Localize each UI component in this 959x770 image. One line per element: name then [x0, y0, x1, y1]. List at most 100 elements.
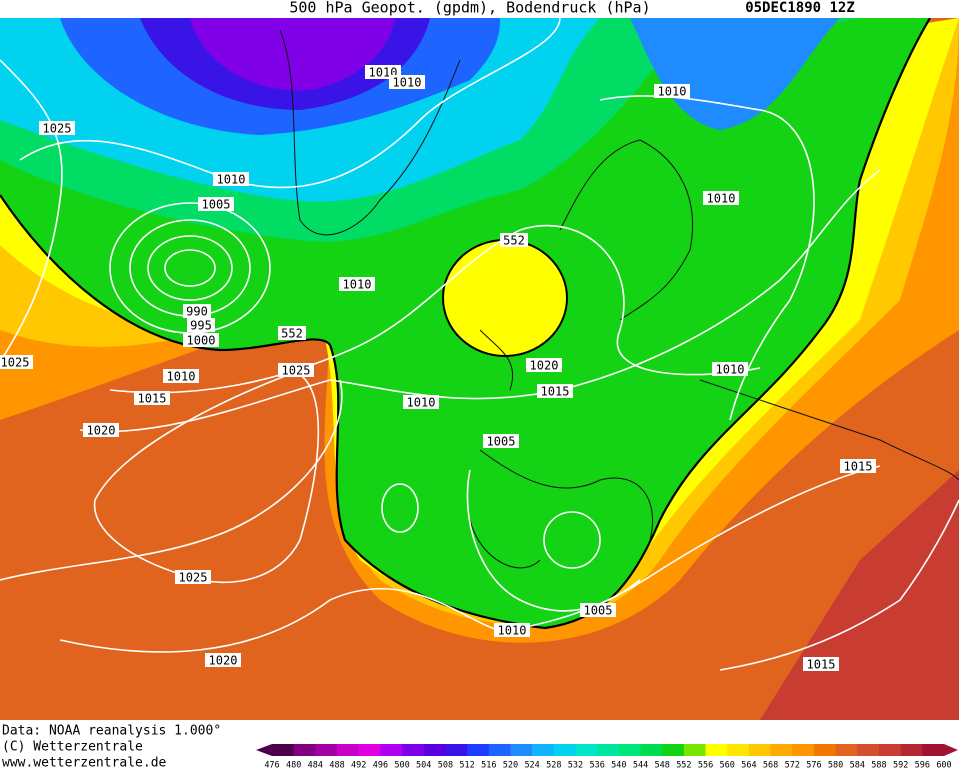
- colorbar-swatch: [727, 744, 750, 756]
- colorbar-label: 508: [438, 761, 453, 770]
- colorbar-swatch: [402, 744, 425, 756]
- isobar-label: 1025: [282, 364, 311, 378]
- colorbar-swatch: [380, 744, 403, 756]
- map-date: 05DEC1890 12Z: [745, 0, 855, 16]
- isobar-label-box: [187, 318, 215, 332]
- colorbar-label: 596: [915, 761, 930, 770]
- isobar-label: 990: [186, 305, 208, 319]
- colorbar-swatch: [293, 744, 316, 756]
- colorbar-label: 496: [373, 761, 388, 770]
- colorbar-label: 532: [568, 761, 583, 770]
- isobar-label-box: [0, 355, 33, 369]
- isobar-label-box: [205, 653, 241, 667]
- isobar-label: 1025: [179, 571, 208, 585]
- colorbar-swatch: [532, 744, 555, 756]
- isobar-label: 1020: [87, 424, 116, 438]
- colorbar-label: 480: [286, 761, 301, 770]
- isobar-label: 1015: [541, 385, 570, 399]
- isobar-label: 1020: [209, 654, 238, 668]
- colorbar-label: 516: [481, 761, 496, 770]
- website: www.wetterzentrale.de: [2, 756, 167, 770]
- colorbar-swatch: [553, 744, 576, 756]
- colorbar-swatch: [640, 744, 663, 756]
- colorbar-swatch: [662, 744, 685, 756]
- colorbar-label: 556: [698, 761, 713, 770]
- colorbar-arrow: [256, 744, 272, 756]
- isobar-label: 1005: [584, 604, 613, 618]
- colorbar-label: 540: [611, 761, 626, 770]
- colorbar-label: 584: [850, 761, 865, 770]
- isobar-label-box: [494, 623, 530, 637]
- isobar-label: 1010: [707, 192, 736, 206]
- isobar-label: 1000: [187, 334, 216, 348]
- colorbar: 476 480 484 488 492 496 500 504 508 512 516 520 524 5…: [256, 744, 958, 770]
- isobar-label: 1010: [343, 278, 372, 292]
- isobar-label: 1015: [138, 392, 167, 406]
- isobar-label: 1005: [202, 198, 231, 212]
- isobar-label-box: [163, 369, 199, 383]
- isobar-label-box: [278, 363, 314, 377]
- colorbar-label: 580: [828, 761, 843, 770]
- isobar-label: 552: [503, 234, 525, 248]
- colorbar-swatch: [705, 744, 728, 756]
- isobar-label: 1025: [1, 356, 30, 370]
- isobar-label-box: [213, 172, 249, 186]
- isobar-label-box: [500, 233, 528, 247]
- colorbar-label: 588: [871, 761, 886, 770]
- isobar-label-box: [840, 459, 876, 473]
- colorbar-label: 552: [676, 761, 691, 770]
- colorbar-swatch: [575, 744, 598, 756]
- colorbar-swatch: [792, 744, 815, 756]
- isobar-label-box: [580, 603, 616, 617]
- isobar-label-box: [278, 326, 306, 340]
- colorbar-swatch: [813, 744, 837, 756]
- colorbar-swatch: [770, 744, 793, 756]
- colorbar-label: 536: [589, 761, 604, 770]
- isobar-label-box: [712, 362, 748, 376]
- colorbar-swatch: [423, 744, 446, 756]
- colorbar-label: 488: [329, 761, 344, 770]
- isobar-label-box: [134, 391, 170, 405]
- colorbar-label: 476: [264, 761, 279, 770]
- colorbar-swatch: [337, 744, 360, 756]
- field-516-east: [630, 18, 840, 130]
- colorbar-swatch: [510, 744, 533, 756]
- isobar-label-box: [526, 358, 562, 372]
- isobar-label: 1010: [217, 173, 246, 187]
- colorbar-swatch: [618, 744, 642, 756]
- coastlines: [279, 29, 959, 569]
- colorbar-label: 512: [459, 761, 474, 770]
- colorbar-label: 500: [394, 761, 409, 770]
- isobar-label-box: [703, 191, 739, 205]
- colorbar-swatch: [748, 744, 772, 756]
- colorbar-label: 484: [308, 761, 323, 770]
- colorbar-swatch: [445, 744, 468, 756]
- isobar-label: 1005: [487, 435, 516, 449]
- colorbar-swatch: [922, 744, 945, 756]
- isobar-label: 1010: [393, 76, 422, 90]
- isobar-label-box: [175, 570, 211, 584]
- isobar-label: 1015: [844, 460, 873, 474]
- isobar-label: 1010: [407, 396, 436, 410]
- isobar-label-box: [389, 75, 425, 89]
- isobar-label: 1025: [43, 122, 72, 136]
- colorbar-arrow: [944, 744, 958, 756]
- isobar-label: 1010: [167, 370, 196, 384]
- isobar-label-box: [403, 395, 439, 409]
- colorbar-label: 576: [806, 761, 821, 770]
- colorbar-label: 520: [503, 761, 518, 770]
- colorbar-swatch: [597, 744, 620, 756]
- isobar-label-box: [654, 84, 690, 98]
- colorbar-label: 592: [893, 761, 908, 770]
- isobar-label: 1010: [658, 85, 687, 99]
- high-552: [442, 239, 568, 357]
- copyright: (C) Wetterzentrale: [2, 740, 143, 755]
- isobar-label: 995: [190, 319, 212, 333]
- colorbar-label: 528: [546, 761, 561, 770]
- isobar-label-box: [537, 384, 573, 398]
- colorbar-swatch: [835, 744, 858, 756]
- colorbar-label: 600: [936, 761, 951, 770]
- isobar-label-box: [183, 333, 219, 347]
